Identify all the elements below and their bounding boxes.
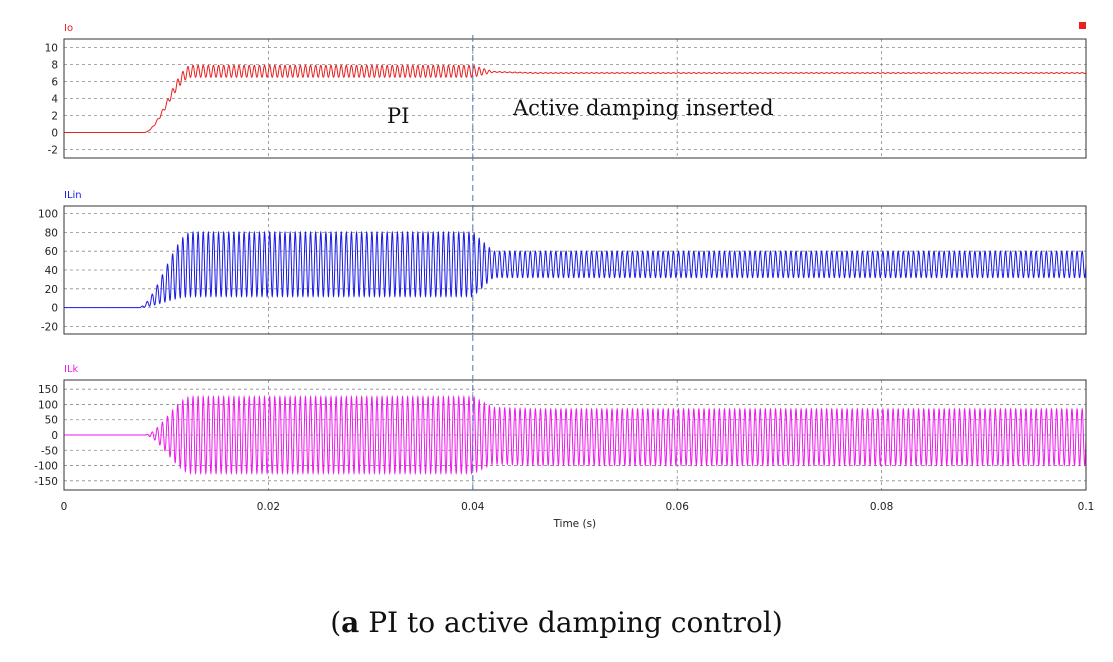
ytick-label: 100 [38,209,58,221]
annotation-pi: PI [387,104,409,128]
xtick-label: 0.04 [461,501,485,513]
xtick-label: 0 [61,501,68,513]
ytick-label: 0 [51,128,58,140]
series-io [64,64,1086,133]
chart-figure: -20246810Io-20020406080100ILin-150-100-5… [34,22,1095,530]
xtick-label: 0.1 [1078,501,1095,513]
x-axis-label: Time (s) [552,518,596,530]
ytick-label: 100 [38,399,58,411]
ytick-label: 0 [51,430,58,442]
panel-title: ILin [64,190,82,201]
panel-title: ILk [64,364,79,375]
caption-text: PI to active damping control [359,606,772,639]
ytick-label: 0 [51,303,58,315]
ytick-label: 80 [45,227,58,239]
ytick-label: -50 [41,445,58,457]
panel-title: Io [64,23,73,34]
panel-frame [63,205,1087,335]
ytick-label: 40 [45,265,58,277]
legend-marker [1079,22,1086,29]
ytick-label: 60 [45,246,58,258]
series-ilk [64,394,1086,476]
ytick-label: -20 [41,321,58,333]
ytick-label: 10 [45,43,58,55]
panel-io: -2 0 2 4 6 8 10 Io [45,23,1087,159]
caption-label: a [341,606,360,639]
annotation-active-damping: Active damping inserted [512,96,774,120]
ytick-label: -100 [34,461,58,473]
ytick-label: -150 [34,476,58,488]
panel-frame [63,38,1087,159]
panel-ilk: -150 -100 -50 0 50 100 150 ILk [34,364,1087,491]
figure-caption: (a PI to active damping control) [330,606,783,639]
ytick-label: 2 [51,111,58,123]
ytick-label: 6 [51,77,58,89]
xtick-label: 0.02 [257,501,280,513]
xtick-label: 0.06 [666,501,690,513]
ytick-label: 8 [51,60,58,72]
ytick-label: 150 [38,384,58,396]
panel-ilin: -20 0 20 40 60 80 100 ILin [38,190,1087,335]
ytick-label: 4 [51,94,58,106]
series-ilin [64,230,1086,309]
ytick-label: 20 [45,284,58,296]
xtick-label: 0.08 [870,501,893,513]
ytick-label: -2 [48,145,58,157]
ytick-label: 50 [45,415,58,427]
panel-frame [63,379,1087,491]
